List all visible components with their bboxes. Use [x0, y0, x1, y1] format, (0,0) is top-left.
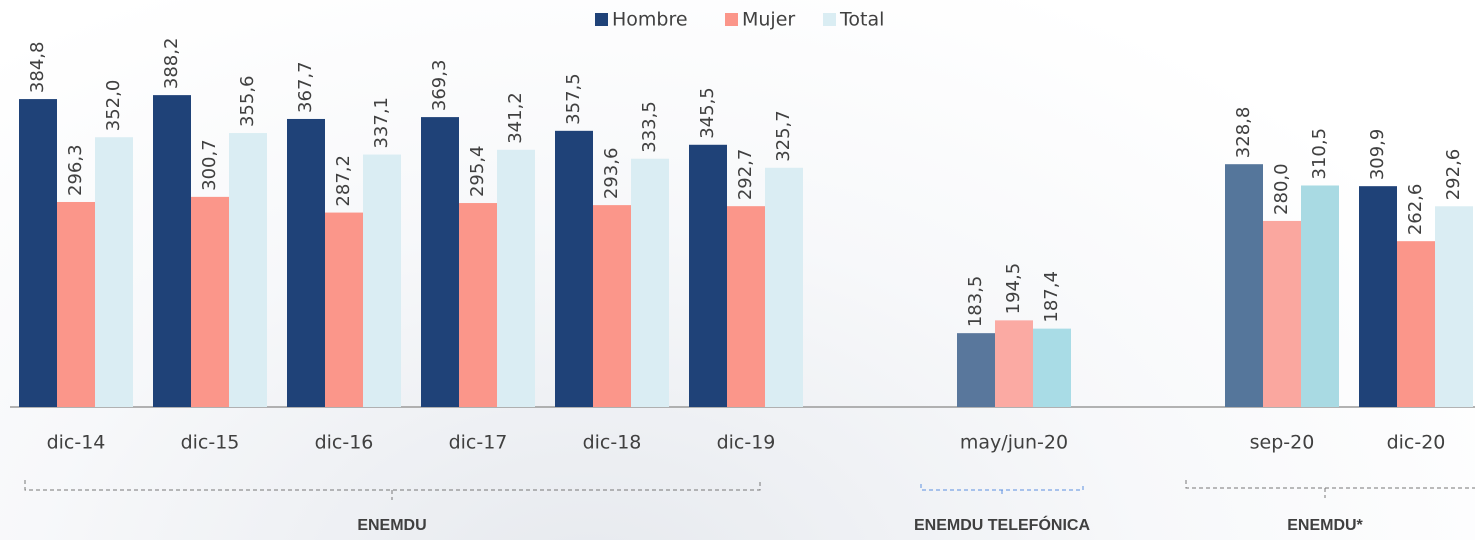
value-label: 367,7	[295, 61, 316, 113]
x-tick-label: sep-20	[1250, 432, 1315, 454]
bar	[459, 203, 497, 407]
bar	[421, 117, 459, 407]
bar	[153, 95, 191, 408]
bracket	[24, 480, 761, 500]
bar	[19, 99, 57, 407]
x-tick-label: dic-16	[315, 432, 374, 454]
bracket	[1185, 480, 1475, 498]
bar	[1359, 186, 1397, 407]
legend-label: Total	[839, 9, 884, 31]
value-label: 341,2	[505, 92, 526, 144]
bar	[287, 118, 325, 407]
bar	[727, 206, 765, 407]
bar	[631, 158, 669, 407]
value-label: 325,7	[773, 110, 794, 162]
bar	[689, 144, 727, 408]
bar	[363, 154, 401, 407]
value-label: 194,5	[1003, 263, 1024, 315]
bar	[57, 201, 95, 407]
bar	[1397, 241, 1435, 407]
x-tick-label: may/jun-20	[960, 432, 1068, 454]
group-label: ENEMDU	[357, 517, 426, 534]
bar	[229, 133, 267, 407]
legend-swatch	[595, 13, 608, 26]
value-label: 328,8	[1233, 107, 1254, 159]
value-label: 352,0	[103, 80, 124, 132]
value-label: 337,1	[371, 97, 392, 149]
bar	[191, 196, 229, 407]
bar	[995, 320, 1033, 407]
group-label: ENEMDU TELEFÓNICA	[914, 515, 1090, 534]
x-tick-label: dic-17	[449, 432, 508, 454]
value-label: 183,5	[965, 276, 986, 328]
value-label: 333,5	[639, 101, 660, 153]
x-tick-label: dic-19	[717, 432, 776, 454]
value-label: 357,5	[563, 73, 584, 125]
group-label: ENEMDU*	[1287, 517, 1363, 534]
value-label: 292,7	[735, 149, 756, 201]
x-tick-label: dic-20	[1387, 432, 1446, 454]
value-label: 295,4	[467, 146, 488, 198]
x-tick-label: dic-14	[47, 432, 106, 454]
bar	[325, 212, 363, 407]
value-label: 355,6	[237, 75, 258, 127]
value-label: 262,6	[1405, 184, 1426, 236]
x-tick-label: dic-18	[583, 432, 642, 454]
value-label: 310,5	[1309, 128, 1330, 180]
value-label: 187,4	[1041, 271, 1062, 323]
bar	[1033, 328, 1071, 407]
x-tick-label: dic-15	[181, 432, 240, 454]
bar	[765, 167, 803, 407]
bar	[555, 130, 593, 408]
value-label: 292,6	[1443, 149, 1464, 201]
bar	[1263, 220, 1301, 407]
value-label: 287,2	[333, 155, 354, 207]
value-label: 296,3	[65, 144, 86, 196]
bar	[1225, 164, 1263, 407]
value-label: 309,9	[1367, 129, 1388, 181]
bar	[95, 137, 133, 407]
value-label: 369,3	[429, 60, 450, 112]
bracket	[920, 484, 1084, 497]
legend-swatch	[823, 13, 836, 26]
value-label: 388,2	[161, 38, 182, 90]
bar	[497, 149, 535, 407]
bar	[1301, 185, 1339, 407]
value-label: 300,7	[199, 139, 220, 191]
value-label: 384,8	[27, 42, 48, 94]
bar	[957, 333, 995, 407]
legend-label: Mujer	[742, 9, 795, 31]
value-label: 280,0	[1271, 163, 1292, 215]
value-label: 345,5	[697, 87, 718, 139]
legend-label: Hombre	[612, 9, 688, 31]
legend-swatch	[725, 13, 738, 26]
bar	[593, 205, 631, 407]
bar	[1435, 206, 1473, 407]
value-label: 293,6	[601, 148, 622, 200]
